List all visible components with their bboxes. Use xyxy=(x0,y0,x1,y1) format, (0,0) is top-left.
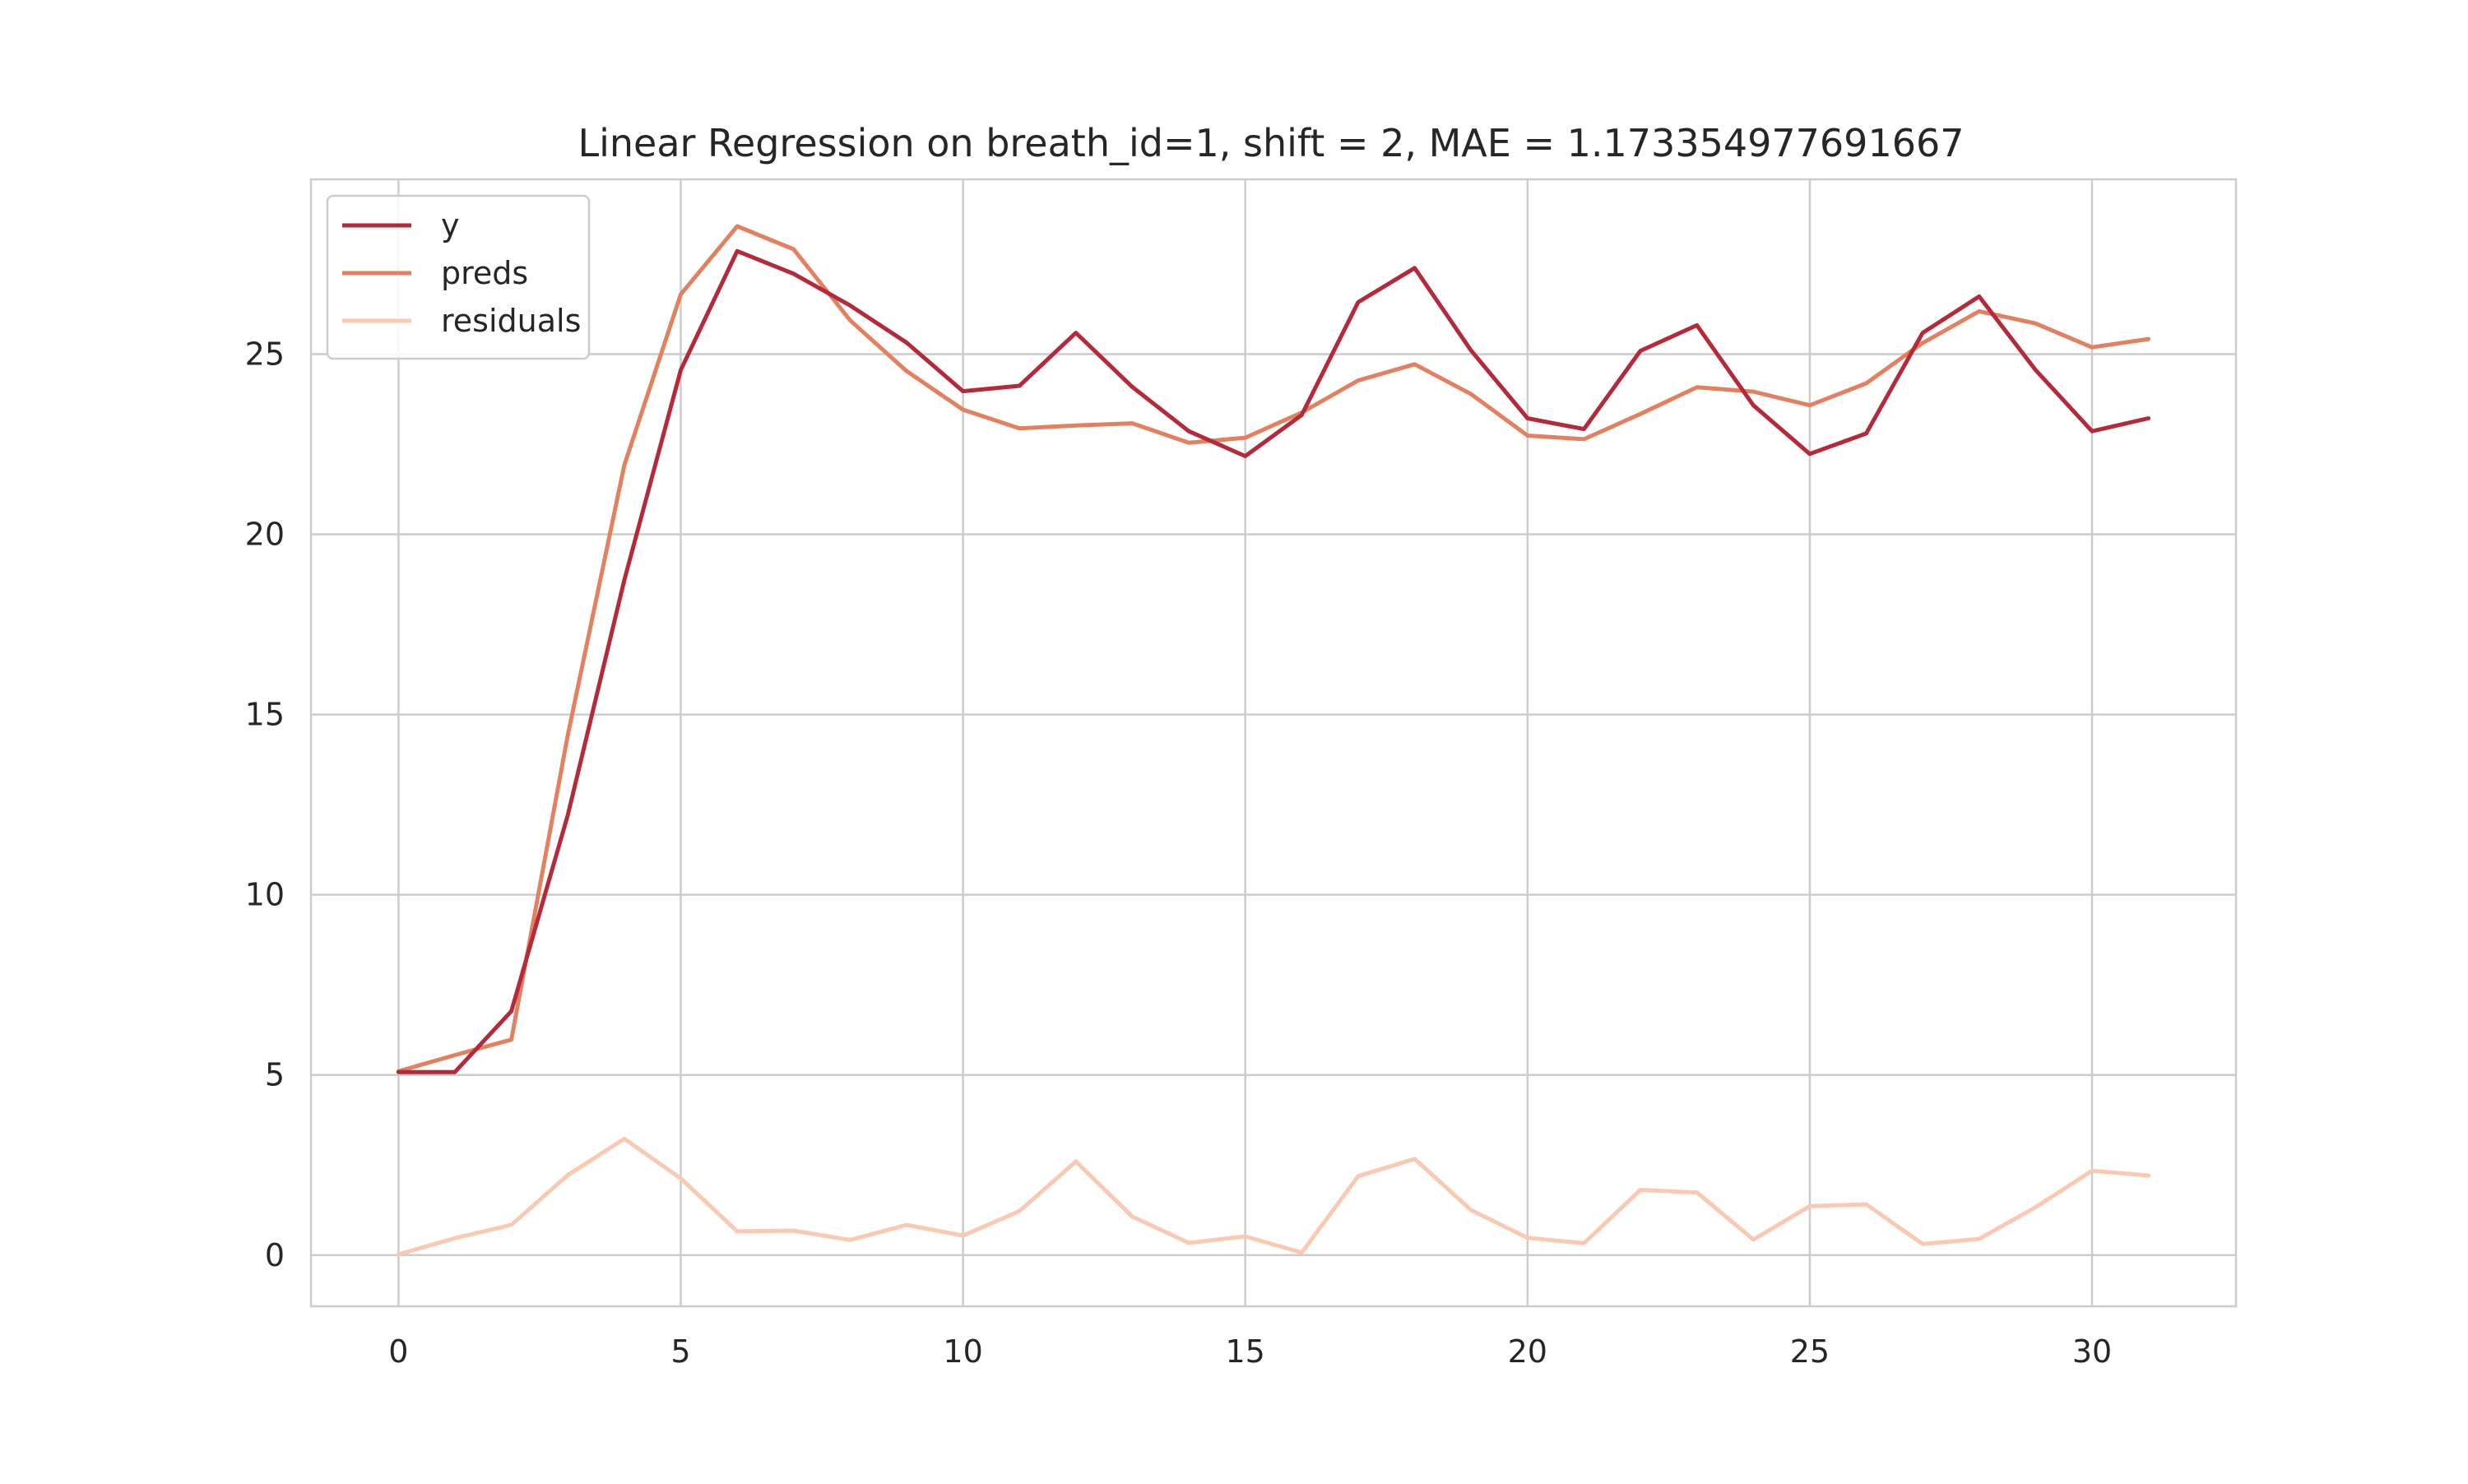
tick-labels: 0 5 10 15 20 25 30 0 5 10 15 20 25 xyxy=(245,336,2113,1370)
y-tick-label: 10 xyxy=(245,877,285,913)
series-line-y xyxy=(396,248,2151,1074)
x-tick-label: 15 xyxy=(1226,1333,1265,1370)
y-tick-label: 25 xyxy=(245,336,285,372)
x-tick-label: 30 xyxy=(2072,1333,2112,1370)
legend: y preds residuals xyxy=(326,194,591,360)
x-tick-label: 25 xyxy=(1790,1333,1830,1370)
x-tick-label: 20 xyxy=(1508,1333,1547,1370)
y-tick-label: 0 xyxy=(265,1237,285,1273)
x-tick-label: 10 xyxy=(943,1333,982,1370)
chart-title: Linear Regression on breath_id=1, shift … xyxy=(578,121,1964,165)
x-tick-label: 5 xyxy=(670,1333,690,1370)
legend-label-preds: preds xyxy=(441,255,528,291)
series-line-preds xyxy=(396,224,2151,1074)
series-line-residuals xyxy=(396,1136,2151,1257)
gridlines xyxy=(311,179,2236,1306)
y-tick-label: 15 xyxy=(245,697,285,733)
plot-frame xyxy=(309,178,2238,1308)
legend-label-y: y xyxy=(441,207,460,243)
y-tick-label: 20 xyxy=(245,517,285,553)
y-tick-label: 5 xyxy=(265,1057,285,1093)
x-tick-label: 0 xyxy=(388,1333,408,1370)
legend-label-residuals: residuals xyxy=(441,303,581,339)
series-lines xyxy=(396,224,2151,1257)
legend-box xyxy=(326,194,591,360)
